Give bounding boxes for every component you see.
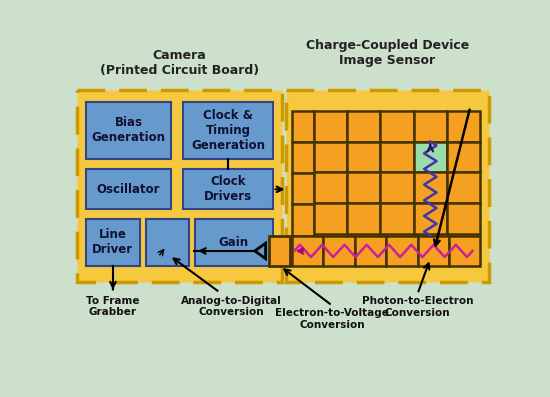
Bar [286, 90, 489, 283]
Bar [195, 220, 273, 266]
Bar [380, 203, 414, 234]
Text: Bias
Generation: Bias Generation [91, 116, 166, 145]
Text: Electron-to-Voltage
Conversion: Electron-to-Voltage Conversion [276, 308, 389, 330]
Bar [323, 235, 355, 266]
Bar [292, 235, 323, 266]
Bar [380, 172, 414, 203]
Bar [86, 102, 171, 159]
Bar [86, 220, 140, 266]
Bar [447, 203, 480, 234]
Bar [447, 111, 480, 142]
Bar [414, 172, 447, 203]
Bar [414, 203, 447, 234]
Bar [355, 235, 386, 266]
Bar [292, 204, 313, 235]
Bar [386, 235, 417, 266]
Text: Charge-Coupled Device
Image Sensor: Charge-Coupled Device Image Sensor [306, 39, 469, 67]
Bar [184, 102, 273, 159]
Bar [447, 172, 480, 203]
Text: Line
Driver: Line Driver [92, 228, 134, 256]
Bar [292, 111, 313, 142]
Bar [314, 111, 347, 142]
Bar [314, 203, 347, 234]
Bar [86, 169, 171, 209]
Bar [314, 172, 347, 203]
Bar [380, 142, 414, 172]
Bar [417, 235, 449, 266]
Bar [269, 235, 290, 266]
Bar [347, 111, 380, 142]
Bar [184, 169, 273, 209]
Bar [347, 142, 380, 172]
Bar [347, 172, 380, 203]
Text: Oscillator: Oscillator [97, 183, 160, 196]
Bar [292, 142, 313, 173]
Bar [292, 173, 313, 204]
Text: To Frame
Grabber: To Frame Grabber [86, 296, 140, 317]
Text: Camera
(Printed Circuit Board): Camera (Printed Circuit Board) [100, 49, 258, 77]
Text: Analog-to-Digital
Conversion: Analog-to-Digital Conversion [181, 296, 282, 317]
Bar [414, 142, 447, 172]
Text: Clock &
Timing
Generation: Clock & Timing Generation [191, 109, 265, 152]
Text: Clock
Drivers: Clock Drivers [204, 175, 252, 203]
Text: Photon-to-Electron
Conversion: Photon-to-Electron Conversion [362, 296, 473, 318]
Bar [76, 90, 282, 283]
Bar [449, 235, 480, 266]
Bar [314, 142, 347, 172]
Bar [347, 203, 380, 234]
Text: Gain: Gain [219, 236, 249, 249]
Bar [380, 111, 414, 142]
Bar [146, 220, 189, 266]
Bar [414, 111, 447, 142]
Bar [447, 142, 480, 172]
